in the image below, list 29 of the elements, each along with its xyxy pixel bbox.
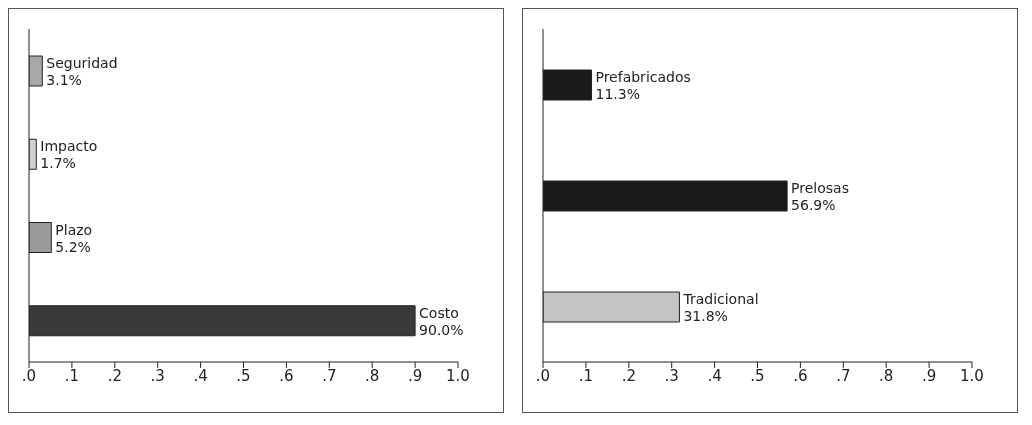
x-tick-label: .8 [879,366,894,385]
x-tick-label: .5 [750,366,765,385]
x-tick-label: .7 [836,366,851,385]
data-label: Tradicional 31.8% [682,291,759,324]
x-tick-label: .9 [921,366,937,385]
x-tick-label: .3 [150,366,165,385]
x-tick-label: .1 [64,366,80,385]
x-tick-label: 1.0 [446,366,470,385]
x-tick-label: .9 [407,366,423,385]
x-tick-label: .6 [793,366,808,385]
data-label: Prelosas 56.9% [791,180,849,213]
x-tick-label: .0 [21,366,37,385]
data-label: Seguridad 3.1% [46,55,118,88]
x-tick-label: .5 [236,366,251,385]
x-tick-label: .8 [365,366,380,385]
x-tick-label: .2 [107,366,122,385]
x-tick-label: .6 [279,366,294,385]
data-label: Plazo 5.2% [55,221,93,255]
x-tick-label: .0 [535,366,551,385]
x-tick-label: .1 [578,366,594,385]
data-label: Costo 90.0% [419,304,464,338]
x-tick-label: .4 [707,366,722,385]
x-tick-label: .4 [193,366,208,385]
x-tick-label: .3 [664,366,679,385]
x-tick-label: .7 [322,366,337,385]
x-tick-label: 1.0 [960,366,984,385]
data-label: Prefabricados 11.3% [595,69,691,102]
x-tick-label: .2 [621,366,636,385]
data-label: Impacto 1.7% [40,138,98,172]
